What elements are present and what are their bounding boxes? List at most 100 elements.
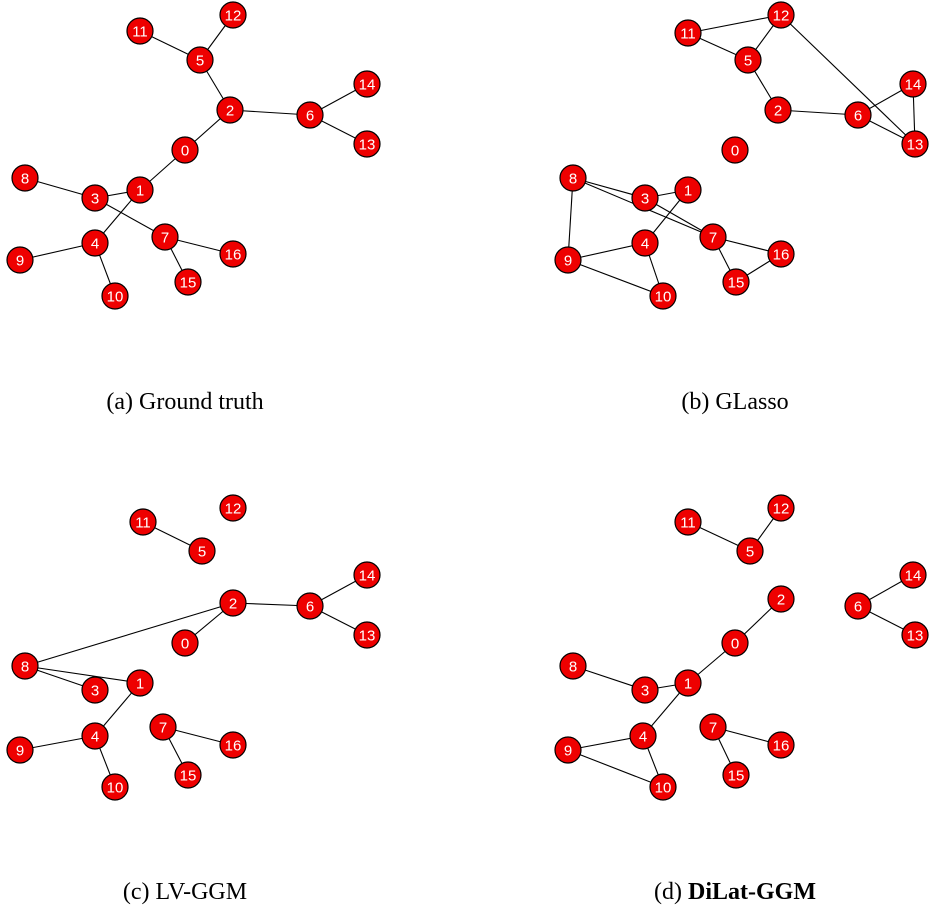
node-circle — [899, 70, 927, 98]
node-label: 10 — [107, 289, 124, 306]
node-8: 8 — [11, 164, 39, 192]
node-label: 11 — [135, 515, 151, 532]
node-label: 14 — [905, 77, 922, 94]
node-circle — [699, 223, 727, 251]
node-circle — [219, 589, 247, 617]
edge-9-10 — [567, 749, 664, 788]
node-10: 10 — [649, 773, 677, 801]
node-label: 0 — [181, 143, 189, 160]
node-circle — [722, 268, 750, 296]
node-circle — [554, 246, 582, 274]
node-circle — [296, 592, 324, 620]
node-circle — [901, 621, 929, 649]
node-circle — [353, 70, 381, 98]
node-label: 16 — [773, 738, 790, 755]
node-label: 7 — [709, 230, 717, 247]
node-circle — [81, 676, 109, 704]
node-circle — [674, 669, 702, 697]
caption-method: DiLat-GGM — [688, 879, 816, 905]
node-3: 3 — [631, 184, 659, 212]
node-label: 7 — [709, 720, 717, 737]
node-label: 10 — [107, 780, 124, 797]
node-16: 16 — [219, 731, 247, 759]
node-circle — [126, 17, 154, 45]
caption-d: (d) DiLat-GGM — [654, 879, 816, 906]
node-label: 12 — [773, 501, 790, 518]
node-4: 4 — [631, 229, 659, 257]
node-label: 0 — [181, 636, 189, 653]
node-10: 10 — [101, 282, 129, 310]
node-circle — [81, 184, 109, 212]
node-label: 13 — [907, 628, 924, 645]
node-8: 8 — [559, 652, 587, 680]
caption-a: (a) Ground truth — [106, 389, 263, 416]
node-circle — [674, 176, 702, 204]
node-label: 14 — [359, 77, 376, 94]
node-circle — [171, 629, 199, 657]
node-circle — [901, 130, 929, 158]
node-circle — [767, 240, 795, 268]
node-circle — [649, 773, 677, 801]
node-2: 2 — [216, 96, 244, 124]
node-circle — [353, 130, 381, 158]
node-label: 10 — [655, 289, 672, 306]
node-circle — [736, 537, 764, 565]
node-2: 2 — [767, 585, 795, 613]
node-16: 16 — [767, 731, 795, 759]
node-circle — [721, 629, 749, 657]
node-15: 15 — [174, 761, 202, 789]
node-label: 2 — [774, 103, 782, 120]
node-circle — [126, 669, 154, 697]
node-circle — [6, 736, 34, 764]
node-circle — [767, 585, 795, 613]
node-label: 1 — [684, 676, 692, 693]
node-label: 13 — [907, 137, 924, 154]
node-circle — [674, 19, 702, 47]
node-label: 2 — [229, 596, 237, 613]
node-label: 3 — [91, 683, 99, 700]
node-circle — [174, 268, 202, 296]
node-label: 9 — [16, 743, 24, 760]
node-label: 13 — [359, 137, 376, 154]
node-circle — [101, 773, 129, 801]
node-circle — [219, 731, 247, 759]
node-4: 4 — [81, 229, 109, 257]
node-9: 9 — [6, 736, 34, 764]
node-label: 8 — [569, 659, 577, 676]
node-label: 13 — [359, 628, 376, 645]
node-12: 12 — [767, 1, 795, 29]
edge-8-1 — [24, 665, 141, 684]
node-label: 12 — [225, 501, 242, 518]
node-14: 14 — [353, 561, 381, 589]
node-9: 9 — [6, 246, 34, 274]
node-14: 14 — [899, 70, 927, 98]
node-label: 5 — [196, 53, 204, 70]
node-7: 7 — [149, 713, 177, 741]
node-label: 6 — [854, 108, 862, 125]
node-circle — [353, 561, 381, 589]
edge-11-12 — [687, 14, 782, 34]
node-11: 11 — [674, 508, 702, 536]
node-label: 12 — [773, 8, 790, 25]
node-label: 8 — [21, 659, 29, 676]
node-label: 1 — [684, 183, 692, 200]
node-14: 14 — [353, 70, 381, 98]
node-circle — [6, 246, 34, 274]
node-label: 3 — [641, 191, 649, 208]
node-circle — [149, 713, 177, 741]
node-label: 8 — [21, 171, 29, 188]
node-3: 3 — [631, 676, 659, 704]
node-circle — [101, 282, 129, 310]
node-4: 4 — [81, 722, 109, 750]
node-label: 16 — [225, 738, 242, 755]
node-label: 9 — [564, 743, 572, 760]
node-label: 16 — [225, 247, 242, 264]
node-circle — [188, 537, 216, 565]
node-label: 5 — [198, 544, 206, 561]
node-circle — [631, 184, 659, 212]
node-circle — [767, 494, 795, 522]
node-15: 15 — [174, 268, 202, 296]
node-label: 2 — [777, 592, 785, 609]
node-circle — [219, 240, 247, 268]
node-circle — [11, 652, 39, 680]
